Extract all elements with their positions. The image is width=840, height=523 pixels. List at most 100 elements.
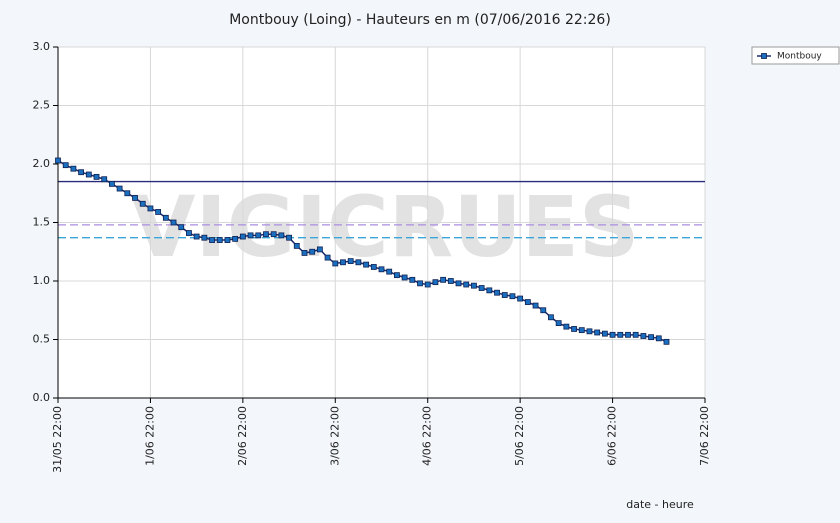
y-tick-label: 1.5: [33, 216, 51, 229]
data-point: [70, 165, 77, 172]
data-point: [563, 323, 570, 330]
x-tick-label: 6/06 22:00: [606, 406, 619, 466]
y-tick-label: 0.5: [33, 333, 51, 346]
x-tick-label: 1/06 22:00: [143, 406, 156, 466]
data-point: [278, 232, 285, 239]
data-point: [378, 266, 385, 273]
data-point: [224, 237, 231, 243]
data-point: [293, 242, 300, 249]
data-point: [447, 278, 454, 284]
x-axis-label: date - heure: [626, 498, 694, 511]
data-point: [609, 331, 616, 338]
data-point: [78, 169, 85, 176]
y-tick-label: 2.0: [33, 157, 51, 170]
data-point: [93, 173, 100, 180]
data-point: [178, 224, 185, 231]
data-point: [625, 331, 631, 338]
data-point: [655, 335, 662, 342]
data-point: [162, 214, 169, 221]
x-tick-label: 7/06 22:00: [698, 406, 711, 466]
data-point: [232, 235, 239, 242]
data-point: [601, 330, 608, 337]
data-point: [324, 254, 331, 261]
y-tick-label: 0.0: [33, 391, 51, 404]
data-point: [116, 185, 123, 192]
data-point: [440, 276, 447, 283]
data-point: [401, 274, 408, 281]
data-point: [663, 338, 670, 345]
legend-box: [751, 46, 840, 65]
data-point: [170, 219, 177, 226]
data-point: [509, 293, 516, 300]
data-point: [109, 180, 115, 187]
data-point: [239, 233, 246, 240]
data-point: [193, 233, 200, 240]
data-point: [517, 295, 524, 302]
data-point: [463, 281, 470, 288]
data-point: [132, 195, 138, 201]
data-point: [594, 329, 601, 336]
data-point: [363, 261, 369, 268]
data-point: [316, 246, 323, 253]
watermark: VIGICRUES: [131, 178, 640, 276]
data-point: [209, 237, 215, 243]
data-point: [270, 231, 277, 238]
data-point: [471, 282, 477, 289]
data-point: [417, 280, 423, 287]
data-point: [347, 258, 354, 265]
data-point: [640, 333, 647, 339]
y-tick-label: 1.0: [33, 274, 51, 287]
data-point: [301, 250, 308, 256]
data-point: [201, 234, 208, 241]
data-point: [632, 331, 639, 338]
x-tick-label: 3/06 22:00: [328, 406, 341, 466]
data-point: [648, 334, 654, 341]
data-point: [309, 248, 316, 255]
data-point: [486, 287, 493, 294]
chart-title: Montbouy (Loing) - Hauteurs en m (07/06/…: [229, 12, 611, 28]
data-point: [255, 232, 262, 239]
data-point: [424, 281, 431, 288]
data-point: [455, 280, 462, 287]
x-tick-label: 4/06 22:00: [421, 406, 434, 466]
data-point: [586, 328, 593, 335]
x-tick-label: 5/06 22:00: [513, 406, 526, 466]
data-point: [101, 176, 108, 183]
data-point: [478, 285, 485, 291]
data-point: [139, 200, 146, 207]
data-point: [532, 302, 539, 309]
data-point: [432, 279, 439, 286]
y-tick-label: 3.0: [33, 40, 51, 53]
y-tick-label: 2.5: [33, 99, 51, 112]
data-point: [386, 268, 393, 275]
data-point: [332, 260, 339, 267]
data-point: [394, 272, 400, 279]
data-point: [216, 237, 223, 243]
data-point: [494, 289, 500, 296]
data-point: [555, 320, 562, 327]
x-tick-label: 31/05 22:00: [51, 406, 64, 473]
data-point: [501, 292, 508, 298]
data-point: [155, 209, 162, 215]
data-point: [147, 205, 154, 212]
data-point: [124, 190, 131, 197]
legend-label: Montbouy: [777, 52, 822, 62]
data-point: [263, 231, 269, 238]
data-point: [370, 264, 377, 270]
data-point: [524, 299, 531, 305]
data-point: [355, 259, 362, 266]
data-point: [62, 162, 69, 169]
legend-marker: [761, 53, 767, 59]
data-point: [548, 314, 554, 321]
data-point: [247, 232, 254, 239]
data-point: [286, 234, 292, 241]
data-point: [571, 326, 577, 332]
data-point: [55, 157, 61, 164]
x-tick-label: 2/06 22:00: [236, 406, 249, 466]
data-point: [340, 259, 346, 266]
data-point: [186, 230, 192, 236]
data-point: [617, 331, 624, 338]
data-point: [85, 171, 92, 178]
